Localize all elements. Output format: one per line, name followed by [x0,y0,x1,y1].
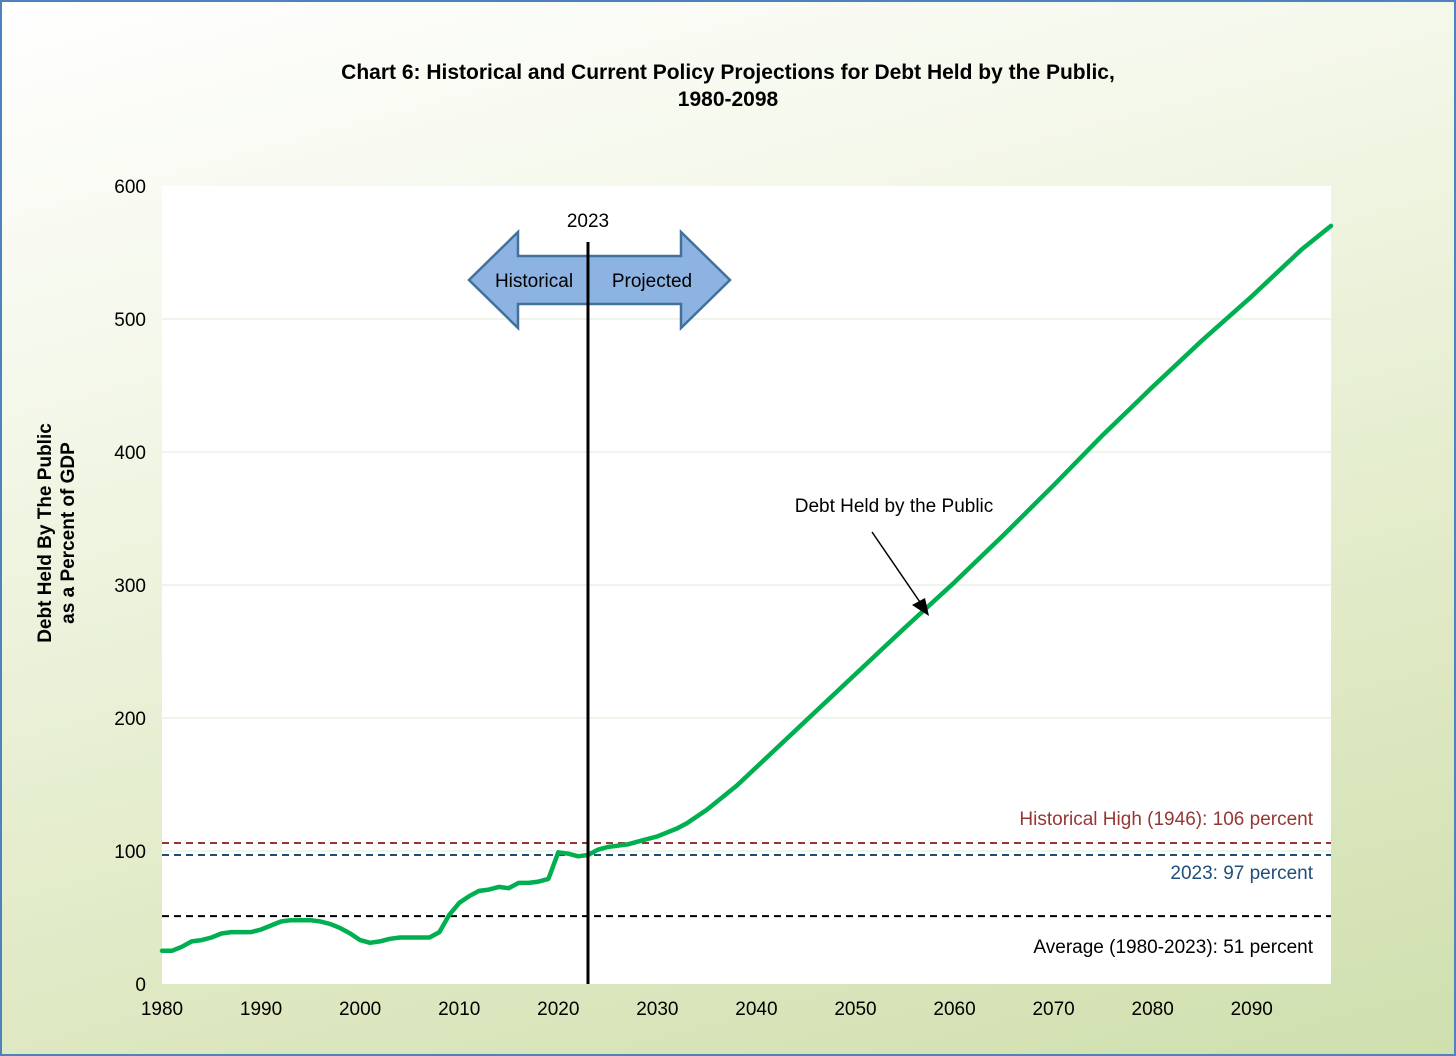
y-tick-100: 100 [114,842,146,863]
x-tick-2090: 2090 [1231,999,1273,1020]
annotation-arrowhead [912,598,929,616]
series-annotation: Debt Held by the Public [795,496,994,517]
x-tick-1990: 1990 [240,999,282,1020]
y-tick-labels: 0 100 200 300 400 500 600 [114,177,146,996]
divider-year-label: 2023 [567,211,609,232]
x-tick-2070: 2070 [1032,999,1074,1020]
y-tick-0: 0 [135,975,146,996]
y-tick-400: 400 [114,443,146,464]
reference-label-106: Historical High (1946): 106 percent [1019,809,1313,830]
x-tick-2030: 2030 [636,999,678,1020]
x-tick-2050: 2050 [834,999,876,1020]
arrow-label-historical: Historical [495,271,573,292]
y-tick-200: 200 [114,709,146,730]
y-tick-300: 300 [114,576,146,597]
y-tick-600: 600 [114,177,146,198]
x-tick-2040: 2040 [735,999,777,1020]
annotation-arrow [871,531,925,609]
chart-title-line2: 1980-2098 [677,88,779,111]
series-line-0 [159,223,1334,954]
x-tick-labels: 1980 1990 2000 2010 2020 2030 2040 2050 2060 2070… [141,999,1273,1020]
y-axis-label-line1: Debt Held By The Public [35,423,56,643]
x-tick-1980: 1980 [141,999,183,1020]
chart-title-line1: Chart 6: Historical and Current Policy P… [341,61,1115,84]
y-tick-500: 500 [114,310,146,331]
grid-lines [162,318,1331,852]
y-axis-label-line2: as a Percent of GDP [58,442,79,624]
arrow-label-projected: Projected [612,271,692,292]
x-tick-2000: 2000 [339,999,381,1020]
x-tick-2020: 2020 [537,999,579,1020]
x-tick-2080: 2080 [1132,999,1174,1020]
reference-label-97: 2023: 97 percent [1170,863,1313,884]
reference-lines: Historical High (1946): 106 percent 2023:… [162,809,1331,958]
historical-projected-arrow [467,229,732,331]
series-group [159,223,1334,954]
reference-label-51: Average (1980-2023): 51 percent [1033,937,1313,958]
x-tick-2060: 2060 [933,999,975,1020]
x-tick-2010: 2010 [438,999,480,1020]
